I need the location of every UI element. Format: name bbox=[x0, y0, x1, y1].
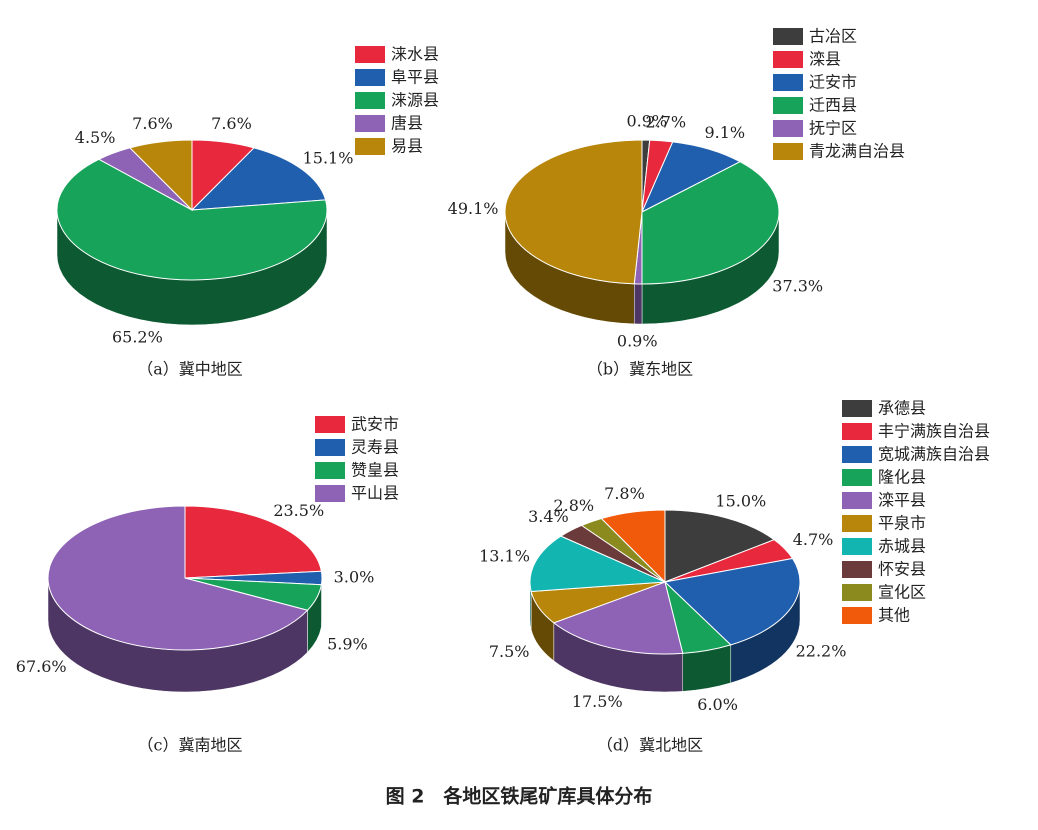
legend-label: 滦平县 bbox=[878, 491, 926, 510]
value-label: 3.0% bbox=[334, 568, 375, 587]
legend-swatch bbox=[355, 46, 385, 63]
legend-swatch bbox=[773, 28, 803, 45]
value-label: 7.5% bbox=[489, 642, 530, 661]
slice bbox=[47, 505, 309, 651]
legend-label: 阜平县 bbox=[391, 68, 439, 87]
chart-title: （d）冀北地区 bbox=[597, 736, 703, 755]
legend-label: 抚宁区 bbox=[809, 119, 857, 138]
value-label: 15.0% bbox=[715, 491, 766, 510]
legend-swatch bbox=[842, 584, 872, 601]
value-label: 0.9% bbox=[626, 112, 667, 131]
legend-label: 迁安市 bbox=[809, 73, 857, 92]
legend-label: 青龙满自治县 bbox=[809, 142, 905, 161]
legend-swatch bbox=[355, 138, 385, 155]
legend-swatch bbox=[773, 97, 803, 114]
value-label: 2.7% bbox=[645, 112, 686, 131]
legend-label: 平山县 bbox=[351, 484, 399, 503]
value-label: 7.6% bbox=[132, 114, 173, 133]
legend-label: 武安市 bbox=[351, 415, 399, 434]
slice bbox=[504, 139, 643, 285]
legend-label: 迁西县 bbox=[809, 96, 857, 115]
legend-label: 隆化县 bbox=[878, 468, 926, 487]
pie-chart: 0.9%2.7%9.1%37.3%0.9%49.1%古冶区滦县迁安市迁西县抚宁区… bbox=[448, 27, 905, 379]
legend-label: 宽城满族自治县 bbox=[878, 445, 990, 464]
legend-swatch bbox=[842, 446, 872, 463]
legend-label: 涞水县 bbox=[391, 45, 439, 64]
legend-swatch bbox=[773, 51, 803, 68]
legend-swatch bbox=[842, 515, 872, 532]
legend-swatch bbox=[842, 400, 872, 417]
legend-label: 涞源县 bbox=[391, 91, 439, 110]
value-label: 0.9% bbox=[617, 331, 658, 350]
legend-swatch bbox=[842, 423, 872, 440]
value-label: 3.4% bbox=[528, 507, 569, 526]
legend-swatch bbox=[315, 462, 345, 479]
figure-caption: 图 2 各地区铁尾矿库具体分布 bbox=[386, 785, 653, 808]
chart-title: （a）冀中地区 bbox=[137, 360, 243, 379]
legend-swatch bbox=[315, 485, 345, 502]
legend-swatch bbox=[773, 120, 803, 137]
slice-side bbox=[634, 283, 643, 325]
legend-label: 宣化区 bbox=[878, 583, 926, 602]
value-label: 6.0% bbox=[697, 695, 738, 714]
legend-swatch bbox=[355, 92, 385, 109]
legend-swatch bbox=[773, 143, 803, 160]
slice bbox=[600, 509, 666, 584]
legend-swatch bbox=[315, 416, 345, 433]
slice bbox=[128, 139, 193, 212]
value-label: 37.3% bbox=[772, 276, 823, 295]
legend-swatch bbox=[842, 492, 872, 509]
legend-label: 其他 bbox=[878, 606, 910, 625]
legend-label: 赞皇县 bbox=[351, 461, 399, 480]
legend-label: 古冶区 bbox=[809, 27, 857, 46]
legend-label: 滦县 bbox=[809, 50, 841, 69]
legend-label: 平泉市 bbox=[878, 514, 926, 533]
legend-swatch bbox=[355, 69, 385, 86]
value-label: 22.2% bbox=[796, 642, 847, 661]
legend-label: 易县 bbox=[391, 137, 423, 156]
value-label: 65.2% bbox=[112, 328, 163, 347]
slice bbox=[663, 557, 801, 646]
legend-swatch bbox=[842, 561, 872, 578]
pie-chart: 15.0% 4.7% 22.2% 6.0% 17.5% 7.5% 13.1% 3.4%2.8%… bbox=[479, 399, 990, 755]
slice bbox=[184, 505, 322, 579]
slice bbox=[640, 141, 742, 214]
value-label: 49.1% bbox=[448, 199, 499, 218]
value-label: 5.9% bbox=[327, 634, 368, 653]
slice bbox=[552, 581, 684, 655]
legend-label: 怀安县 bbox=[878, 560, 926, 579]
slice bbox=[190, 147, 327, 211]
value-label: 67.6% bbox=[16, 657, 67, 676]
legend-label: 灵寿县 bbox=[351, 438, 399, 457]
legend-swatch bbox=[355, 115, 385, 132]
legend-label: 承德县 bbox=[878, 399, 926, 418]
slice bbox=[529, 535, 666, 593]
value-label: 2.8% bbox=[553, 496, 594, 515]
slice bbox=[664, 509, 776, 583]
legend-label: 唐县 bbox=[391, 114, 423, 133]
slice bbox=[641, 161, 780, 285]
value-label: 23.5% bbox=[273, 501, 324, 520]
value-label: 7.8% bbox=[604, 484, 645, 503]
legend-swatch bbox=[842, 607, 872, 624]
legend-label: 丰宁满族自治县 bbox=[878, 422, 990, 441]
chart-title: （c）冀南地区 bbox=[138, 736, 243, 755]
legend-swatch bbox=[773, 74, 803, 91]
slice bbox=[56, 158, 328, 281]
legend-swatch bbox=[315, 439, 345, 456]
chart-title: （b）冀东地区 bbox=[587, 360, 693, 379]
legend-swatch bbox=[842, 538, 872, 555]
value-label: 13.1% bbox=[479, 547, 530, 566]
value-label: 9.1% bbox=[704, 123, 745, 142]
legend-swatch bbox=[842, 469, 872, 486]
value-label: 4.5% bbox=[75, 128, 116, 147]
value-label: 7.6% bbox=[211, 114, 252, 133]
value-label: 4.7% bbox=[793, 530, 834, 549]
legend-label: 赤城县 bbox=[878, 537, 926, 556]
value-label: 17.5% bbox=[572, 692, 623, 711]
value-label: 15.1% bbox=[303, 148, 354, 167]
